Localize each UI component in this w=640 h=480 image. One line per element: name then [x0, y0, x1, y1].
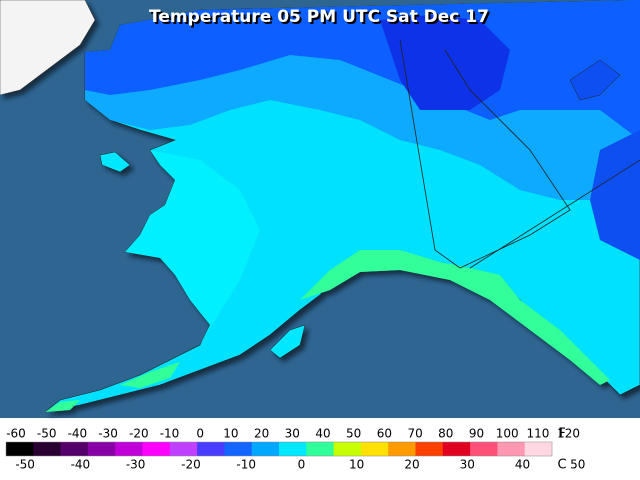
border-yukon	[444, 49, 571, 269]
f-tick-label: 60	[377, 427, 392, 441]
border-bc	[469, 159, 640, 269]
kodiak	[269, 324, 306, 359]
legend: F C -60 -50 -40 -30 -20 -10 0 10 20 30 40 50 60 70 80 9…	[5, 427, 585, 473]
f-tick-label: -30	[98, 427, 118, 441]
f-tick-label: 0	[196, 427, 204, 441]
c-tick-label: 10	[349, 458, 364, 472]
f-tick-label: 50	[346, 427, 361, 441]
c-tick-label: -30	[126, 458, 146, 472]
color-bin	[415, 442, 444, 456]
color-bar-frame	[5, 441, 553, 457]
land	[0, 0, 640, 413]
color-bin	[470, 442, 498, 456]
f-unit: F	[558, 427, 565, 442]
f-tick-label: -50	[37, 427, 57, 441]
color-bin	[169, 442, 198, 456]
c-tick-label: -50	[15, 458, 35, 472]
color-bin	[6, 442, 34, 456]
color-bin	[497, 442, 526, 456]
f-tick-label: 80	[438, 427, 453, 441]
f-tick-label: 100	[496, 427, 519, 441]
border-ak-ca	[399, 39, 461, 269]
color-bin	[442, 442, 471, 456]
f-tick-label: 70	[407, 427, 422, 441]
c-tick-label: -10	[236, 458, 256, 472]
russia	[0, 0, 96, 96]
color-bin	[115, 442, 143, 456]
f-tick-label: -10	[160, 427, 180, 441]
island-green	[45, 400, 80, 412]
f-tick-label: -60	[6, 427, 26, 441]
title-shadow: Temperature 05 PM UTC Sat Dec 17	[151, 9, 491, 29]
color-bin	[60, 442, 89, 456]
f-tick-label: 120	[557, 427, 580, 441]
f-tick-label: 90	[469, 427, 484, 441]
c-tick-label: -20	[181, 458, 201, 472]
f-tick-label: 10	[223, 427, 238, 441]
f-tick-label: 30	[285, 427, 300, 441]
island-ne	[569, 59, 621, 101]
coast-green	[300, 250, 610, 385]
c-tick-label: -40	[71, 458, 91, 472]
color-bin	[360, 442, 389, 456]
f-tick-label: -40	[68, 427, 88, 441]
f-tick-label: 110	[526, 427, 549, 441]
west-band	[125, 150, 260, 345]
north-blue	[85, 0, 640, 140]
color-bin	[388, 442, 416, 456]
f-tick-label: -20	[129, 427, 149, 441]
title: Temperature 05 PM UTC Sat Dec 17	[149, 7, 489, 27]
color-bin	[142, 442, 171, 456]
c-unit: C	[557, 458, 566, 473]
color-bin	[279, 442, 307, 456]
c-tick-label: 30	[460, 458, 475, 472]
c-tick-label: 20	[404, 458, 419, 472]
c-tick-label: 50	[570, 458, 585, 472]
f-tick-label: 40	[315, 427, 330, 441]
c-tick-label: 40	[515, 458, 530, 472]
color-bin	[197, 442, 225, 456]
c-tick-label: 0	[298, 458, 306, 472]
east-blue	[590, 130, 640, 260]
cold-core	[380, 15, 510, 110]
color-bin	[224, 442, 253, 456]
peninsula-green	[120, 362, 180, 388]
color-bin	[524, 442, 553, 456]
color-bin	[251, 442, 280, 456]
color-bin	[33, 442, 62, 456]
st-lawrence	[99, 151, 131, 173]
color-bin	[87, 442, 116, 456]
color-bin	[306, 442, 335, 456]
borders	[399, 39, 640, 269]
f-tick-label: 20	[254, 427, 269, 441]
color-bin	[333, 442, 362, 456]
